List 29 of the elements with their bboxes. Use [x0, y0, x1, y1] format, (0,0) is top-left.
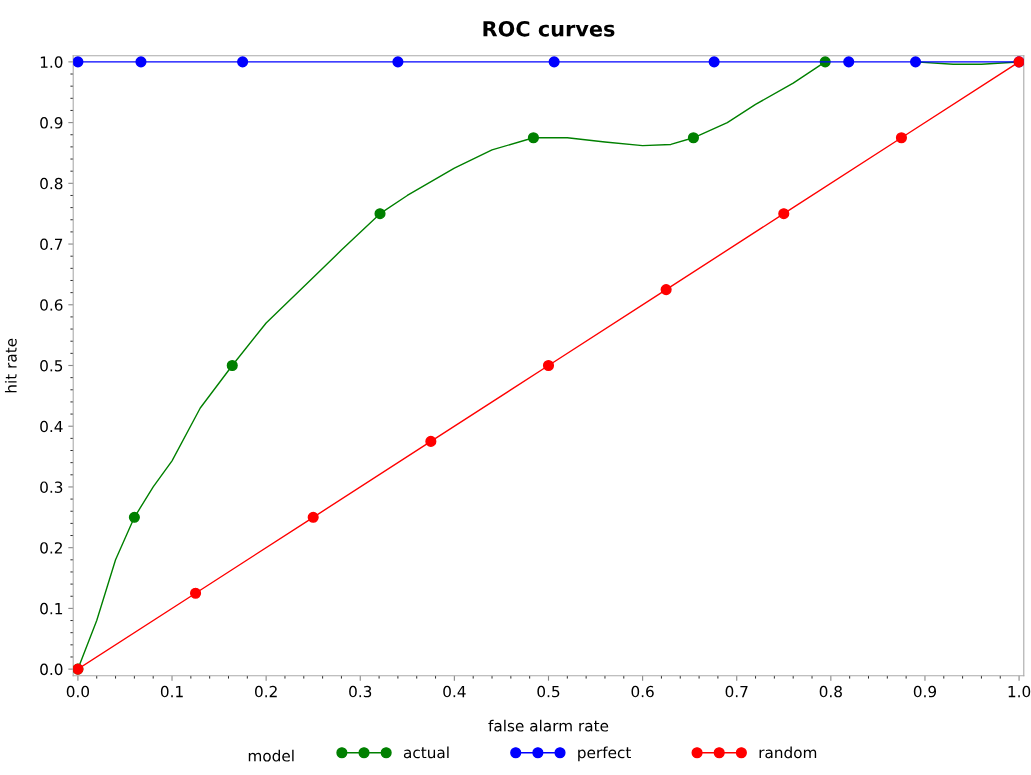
legend-label: perfect [578, 746, 632, 762]
x-tick-label: 0.2 [255, 685, 277, 698]
y-tick-label: 0.9 [40, 117, 63, 129]
y-tick-label: 0.2 [40, 542, 62, 554]
legend-label: actual [403, 746, 449, 759]
y-tick-label: 0.3 [40, 481, 63, 493]
x-tick-label: 0.5 [537, 685, 560, 698]
y-tick-label: 0.0 [40, 663, 63, 676]
legend-label: random [759, 746, 817, 759]
y-tick-label: 0.8 [40, 177, 63, 190]
x-tick-label: 1.0 [1008, 685, 1031, 698]
x-axis-title: false alarm rate [488, 719, 609, 732]
x-tick-label: 0.4 [443, 685, 466, 698]
y-tick-label: 0.4 [40, 420, 63, 433]
y-tick-label: 0.5 [40, 359, 63, 372]
x-tick-label: 0.6 [631, 685, 654, 698]
chart-title: ROC curves [483, 20, 615, 37]
x-tick-label: 0.1 [160, 685, 183, 698]
y-axis-title: hit rate [4, 338, 17, 393]
x-tick-label: 0.8 [819, 685, 842, 698]
x-tick-label: 0.7 [725, 685, 748, 698]
y-tick-label: 0.1 [40, 602, 63, 615]
legend-title: model [248, 749, 294, 762]
x-tick-label: 0.0 [66, 685, 90, 698]
x-tick-label: 0.3 [349, 685, 372, 698]
y-tick-label: 1.0 [40, 56, 63, 68]
y-tick-label: 0.6 [40, 299, 63, 311]
x-tick-label: 0.9 [913, 685, 937, 698]
y-tick-label: 0.7 [40, 238, 63, 251]
